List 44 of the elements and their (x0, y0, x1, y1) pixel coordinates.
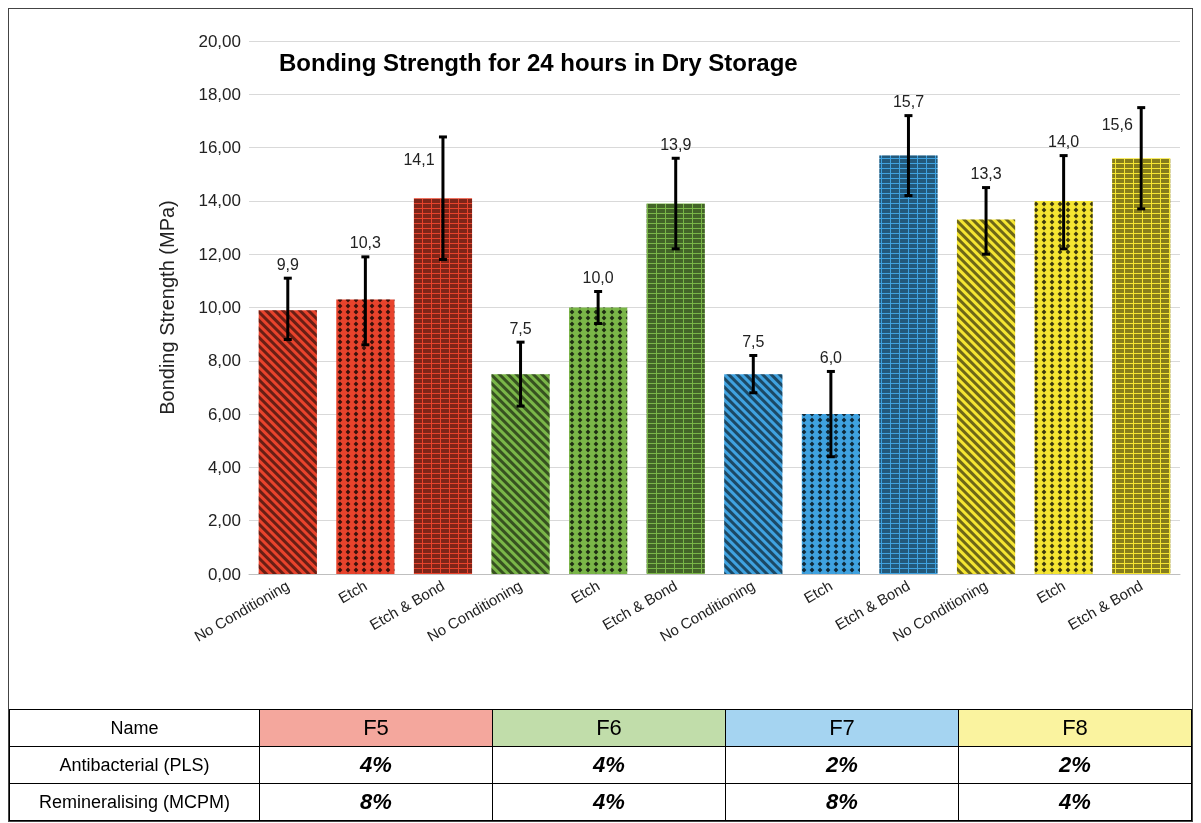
text: 8% (725, 783, 959, 821)
data-label: 14,1 (403, 151, 435, 169)
data-label: 13,9 (660, 135, 692, 153)
data-label: 9,9 (276, 255, 300, 273)
text: Name (9, 709, 260, 747)
text: 4% (259, 746, 493, 784)
text: F7 (725, 709, 959, 747)
data-label: 15,7 (892, 93, 925, 111)
y-tick-label: 12,00 (198, 244, 241, 264)
y-tick-label: 8,00 (207, 351, 241, 371)
y-tick-label: 16,00 (198, 138, 241, 158)
text: 4% (492, 746, 726, 784)
data-label: 13,3 (970, 165, 1002, 183)
text: 8% (259, 783, 493, 821)
text: Antibacterial (PLS) (9, 746, 260, 784)
x-tick-label: Etch (1033, 576, 1068, 607)
data-label: 7,5 (509, 319, 532, 337)
data-label: 10,0 (582, 269, 614, 287)
y-tick-label: 2,00 (207, 511, 241, 531)
y-tick-label: 0,00 (207, 564, 241, 584)
text: Remineralising (MCPM) (9, 783, 260, 821)
data-label: 10,3 (349, 234, 382, 252)
chart-title: Bonding Strength for 24 hours in Dry Storage (279, 48, 798, 76)
text: 2% (958, 746, 1192, 784)
data-label: 15,6 (1101, 116, 1133, 134)
text: F6 (492, 709, 726, 747)
data-label: 14,0 (1048, 133, 1080, 151)
text: 4% (958, 783, 1192, 821)
x-tick-label: Etch (567, 576, 603, 607)
y-tick-label: 6,00 (207, 404, 241, 424)
text: 2% (725, 746, 959, 784)
text: F8 (958, 709, 1192, 747)
y-tick-label: 20,00 (198, 31, 241, 51)
text: 4% (492, 783, 726, 821)
y-tick-label: 14,00 (198, 191, 241, 211)
x-tick-label: Etch (800, 576, 836, 607)
y-tick-label: 18,00 (198, 84, 241, 104)
y-axis-title: Bonding Strength (MPa) (156, 200, 178, 415)
data-label: 7,5 (742, 332, 765, 350)
text: F5 (259, 709, 493, 747)
data-label: 6,0 (819, 348, 843, 366)
y-tick-label: 4,00 (207, 457, 241, 477)
y-tick-label: 10,00 (198, 298, 241, 317)
x-tick-label: Etch (335, 576, 370, 607)
